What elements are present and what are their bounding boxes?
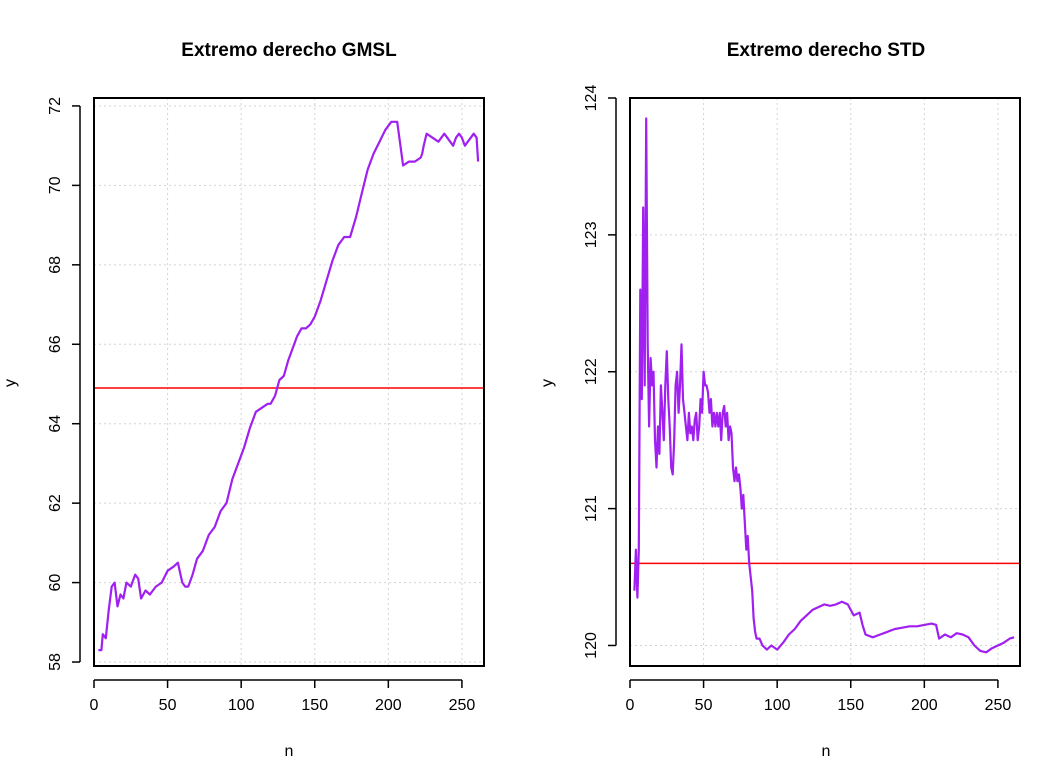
y-tick-label: 70 — [47, 176, 64, 194]
series-line — [633, 117, 1015, 654]
y-tick-label: 60 — [47, 574, 64, 592]
x-tick-label: 0 — [626, 697, 635, 714]
plot-frame — [93, 97, 485, 667]
series-layer — [94, 120, 484, 652]
y-tick-label: 72 — [47, 97, 64, 115]
x-axis: 0 50 100 150 200 250 — [90, 679, 476, 714]
x-tick-label: 250 — [449, 697, 476, 714]
x-axis: 0 50 100 150 200 250 — [626, 679, 1012, 714]
x-tick-label: 150 — [837, 697, 864, 714]
x-tick-label: 250 — [985, 697, 1012, 714]
y-tick-label: 123 — [583, 221, 600, 248]
y-axis-label: y — [2, 379, 19, 387]
chart-panel-gmsl: Extremo derecho GMSL n y 0 50 100 150 200 250… — [2, 40, 485, 760]
x-tick-label: 100 — [228, 697, 255, 714]
y-tick-label: 120 — [583, 632, 600, 659]
chart-title: Extremo derecho STD — [727, 40, 926, 61]
y-tick-label: 68 — [47, 256, 64, 274]
x-tick-label: 200 — [375, 697, 402, 714]
x-tick-label: 50 — [695, 697, 713, 714]
y-tick-label: 124 — [583, 85, 600, 112]
x-tick-label: 50 — [159, 697, 177, 714]
chart-title: Extremo derecho GMSL — [181, 40, 397, 61]
y-axis-label: y — [539, 379, 556, 387]
y-tick-label: 121 — [583, 495, 600, 522]
y-tick-label: 64 — [47, 415, 64, 433]
x-tick-label: 0 — [90, 697, 99, 714]
x-axis-label: n — [822, 743, 831, 760]
y-axis: 58 60 62 64 66 68 70 72 — [47, 97, 81, 671]
y-tick-label: 62 — [47, 494, 64, 512]
x-tick-label: 200 — [911, 697, 938, 714]
y-tick-label: 66 — [47, 335, 64, 353]
x-axis-label: n — [285, 743, 294, 760]
y-axis: 120 121 122 123 124 — [583, 85, 617, 659]
chart-panel-std: Extremo derecho STD n y 0 50 100 150 200 250 … — [539, 40, 1021, 760]
grid — [93, 98, 484, 666]
x-tick-label: 150 — [301, 697, 328, 714]
series-line — [98, 120, 480, 652]
x-tick-label: 100 — [764, 697, 791, 714]
plot-frame — [629, 97, 1021, 667]
y-tick-label: 122 — [583, 358, 600, 385]
series-layer — [630, 117, 1020, 654]
y-tick-label: 58 — [47, 653, 64, 671]
